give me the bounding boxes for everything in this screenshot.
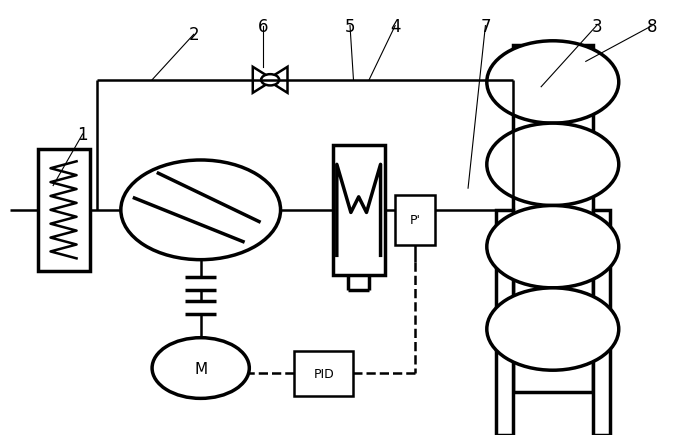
- Text: 7: 7: [480, 18, 491, 35]
- Text: 1: 1: [77, 126, 88, 144]
- Bar: [593, 332, 610, 435]
- Circle shape: [486, 206, 619, 288]
- Bar: [395, 195, 435, 245]
- Bar: [496, 210, 513, 314]
- Text: 5: 5: [344, 18, 355, 35]
- Text: 4: 4: [390, 18, 400, 35]
- Circle shape: [121, 161, 281, 260]
- Circle shape: [486, 124, 619, 206]
- Text: PID: PID: [314, 367, 335, 380]
- Circle shape: [486, 288, 619, 371]
- Circle shape: [486, 42, 619, 124]
- Circle shape: [261, 75, 279, 86]
- Polygon shape: [253, 67, 274, 94]
- Text: 6: 6: [258, 18, 268, 35]
- Bar: [295, 351, 354, 396]
- Bar: [593, 210, 610, 314]
- Text: 3: 3: [592, 18, 602, 35]
- Bar: [332, 145, 385, 275]
- Text: P': P': [410, 214, 421, 226]
- Text: 8: 8: [647, 18, 657, 35]
- Circle shape: [152, 338, 249, 399]
- Bar: [38, 150, 90, 271]
- Bar: [496, 332, 513, 435]
- Text: 2: 2: [188, 26, 199, 44]
- Text: M: M: [194, 361, 207, 376]
- Bar: [513, 46, 593, 392]
- Polygon shape: [267, 67, 288, 94]
